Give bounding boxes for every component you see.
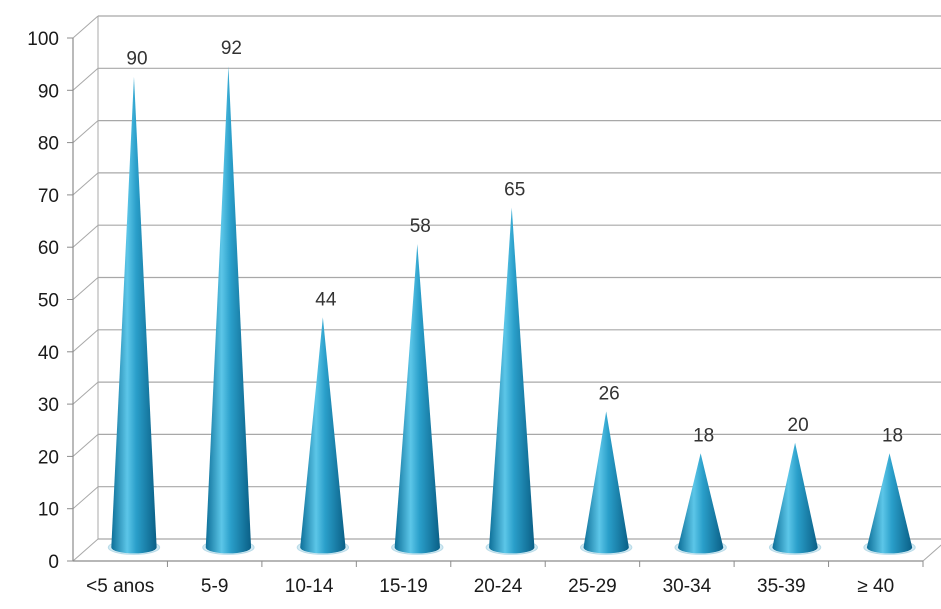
data-label: 18 — [882, 425, 903, 446]
x-tick-label: ≥ 40 — [857, 576, 894, 597]
cone-bar — [205, 66, 252, 554]
cone-bar — [772, 442, 818, 554]
data-label: 58 — [410, 216, 431, 237]
y-tick-label: 20 — [38, 447, 59, 468]
x-tick-label: 35-39 — [757, 576, 806, 597]
data-label: 20 — [788, 415, 809, 436]
gridline-depth — [72, 15, 99, 39]
x-tick-label: 10-14 — [285, 576, 334, 597]
y-tick-label: 80 — [38, 134, 59, 155]
x-tick-label: 20-24 — [474, 576, 523, 597]
data-label: 18 — [693, 425, 714, 446]
data-label: 92 — [221, 38, 242, 59]
x-tick-label: 15-19 — [379, 576, 428, 597]
cone-bar — [866, 453, 913, 554]
y-tick-label: 100 — [27, 29, 59, 50]
cone-bar — [489, 207, 535, 554]
cone-series — [107, 66, 916, 555]
cone-bar — [394, 244, 440, 554]
gridline-depth — [72, 172, 99, 196]
gridline-depth — [72, 538, 99, 562]
y-tick-label: 40 — [38, 343, 59, 364]
x-tick-label: <5 anos — [86, 576, 154, 597]
y-tick-label: 50 — [38, 291, 59, 312]
gridline-depth — [72, 67, 99, 91]
cone-bar — [300, 317, 346, 554]
gridline-depth — [72, 329, 99, 353]
x-tick-label: 5-9 — [201, 576, 228, 597]
gridline-depth — [72, 434, 99, 457]
y-tick-label: 70 — [38, 186, 59, 207]
y-tick-label: 90 — [38, 81, 59, 102]
y-tick-label: 60 — [38, 238, 59, 259]
x-axis-tick-labels: <5 anos 5-9 10-14 15-19 20-24 25-29 30-34 35-39… — [86, 576, 894, 597]
y-tick-label: 10 — [38, 500, 59, 521]
data-label: 26 — [599, 383, 620, 404]
y-tick-label: 30 — [38, 395, 59, 416]
data-labels: 90 92 44 58 65 26 18 20 18 — [126, 38, 903, 446]
gridline-depth — [72, 120, 99, 143]
y-tick-label: 0 — [48, 552, 59, 573]
cone-bar — [111, 76, 157, 554]
x-tick-label: 30-34 — [663, 576, 712, 597]
axes — [67, 37, 924, 567]
data-label: 90 — [126, 49, 147, 70]
floor-edge — [922, 544, 941, 562]
cone-bar — [677, 453, 724, 554]
gridline-depth — [72, 486, 99, 510]
y-axis-tick-labels: 0 10 20 30 40 50 60 70 80 90 100 — [27, 29, 59, 573]
gridline-depth — [72, 381, 99, 405]
gridline-depth — [72, 224, 99, 248]
cone-bar — [583, 411, 629, 554]
x-tick-label: 25-29 — [568, 576, 617, 597]
data-label: 44 — [315, 289, 337, 310]
data-label: 65 — [504, 179, 525, 200]
gridline-depth — [72, 277, 99, 300]
